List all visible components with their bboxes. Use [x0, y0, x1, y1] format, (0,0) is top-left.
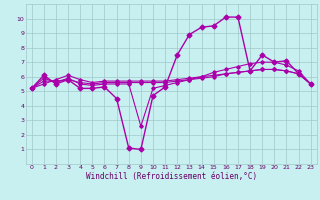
X-axis label: Windchill (Refroidissement éolien,°C): Windchill (Refroidissement éolien,°C)	[86, 172, 257, 181]
